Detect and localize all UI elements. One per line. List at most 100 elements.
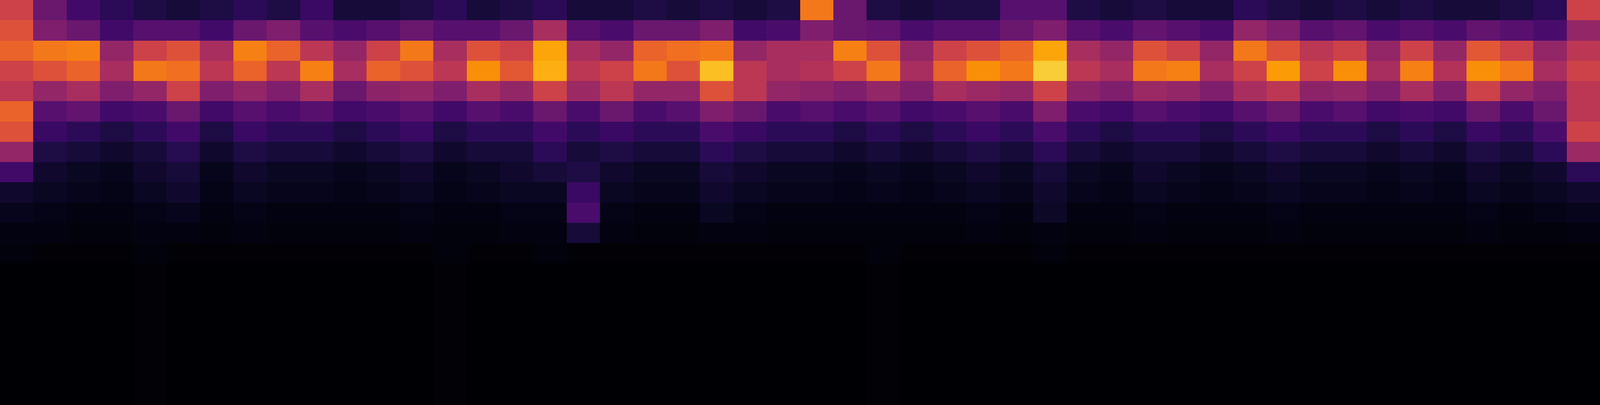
heatmap-cell (1233, 283, 1268, 305)
heatmap-cell (366, 222, 401, 244)
heatmap-cell (400, 80, 434, 102)
heatmap-cell (1566, 40, 1600, 62)
heatmap-cell (699, 0, 734, 21)
heatmap-cell (1233, 182, 1268, 203)
heatmap-cell (566, 263, 601, 284)
heatmap-cell (33, 222, 67, 244)
heatmap-cell (1400, 222, 1434, 244)
heatmap-cell (0, 344, 34, 365)
heatmap-cell (1133, 60, 1167, 82)
heatmap-cell (1333, 121, 1367, 143)
heatmap-cell (266, 80, 301, 102)
heatmap-cell (933, 60, 967, 82)
heatmap-cell (500, 161, 534, 183)
heatmap-cell (833, 161, 867, 183)
heatmap-cell (933, 263, 967, 284)
heatmap-cell (733, 40, 768, 62)
heatmap-cell (66, 202, 101, 224)
heatmap-cell (1333, 141, 1367, 163)
heatmap-cell (1366, 242, 1401, 264)
heatmap-cell (1000, 182, 1034, 203)
heatmap-cell (1466, 344, 1501, 365)
heatmap-cell (166, 344, 201, 365)
heatmap-cell (433, 20, 467, 41)
heatmap-cell (1566, 303, 1600, 325)
heatmap-cell (199, 303, 234, 325)
heatmap-cell (1533, 263, 1567, 284)
heatmap-cell (566, 364, 601, 386)
heatmap-cell (1166, 141, 1201, 163)
heatmap-cell (933, 121, 967, 143)
heatmap-cell (733, 80, 768, 102)
heatmap-cell (199, 222, 234, 244)
heatmap-cell (1466, 202, 1501, 224)
heatmap-cell (1199, 161, 1234, 183)
heatmap-cell (366, 101, 401, 122)
heatmap-cell (99, 161, 134, 183)
heatmap-cell (0, 141, 34, 163)
heatmap-cell (433, 222, 467, 244)
heatmap-cell (533, 384, 567, 405)
heatmap-cell (1466, 121, 1501, 143)
heatmap-cell (1233, 222, 1268, 244)
heatmap-cell (733, 263, 768, 284)
chart (0, 0, 1600, 405)
heatmap-cell (1366, 40, 1401, 62)
heatmap-cell (800, 80, 834, 102)
heatmap-cell (833, 121, 867, 143)
heatmap-cell (400, 384, 434, 405)
heatmap-cell (633, 283, 668, 305)
heatmap-cell (1366, 121, 1401, 143)
heatmap-cell (1566, 364, 1600, 386)
heatmap-cell (1400, 344, 1434, 365)
heatmap-cell (533, 263, 567, 284)
heatmap-cell (1133, 101, 1167, 122)
heatmap-cell (433, 202, 467, 224)
heatmap-cell (1233, 0, 1268, 21)
heatmap-cell (533, 242, 567, 264)
heatmap-cell (433, 80, 467, 102)
heatmap-cell (533, 283, 567, 305)
heatmap-cell (199, 202, 234, 224)
heatmap-cell (933, 20, 967, 41)
heatmap-cell (166, 121, 201, 143)
heatmap-cell (1233, 121, 1268, 143)
heatmap-cell (866, 60, 901, 82)
heatmap-cell (233, 80, 267, 102)
heatmap-cell (99, 303, 134, 325)
heatmap-cell (966, 20, 1001, 41)
heatmap-cell (166, 40, 201, 62)
heatmap-cell (866, 40, 901, 62)
heatmap-cell (1033, 60, 1067, 82)
heatmap-cell (699, 344, 734, 365)
heatmap-cell (900, 263, 934, 284)
heatmap-cell (1266, 121, 1301, 143)
heatmap-cell (1333, 101, 1367, 122)
heatmap-cell (333, 141, 367, 163)
heatmap-cell (233, 263, 267, 284)
heatmap-cell (1500, 202, 1534, 224)
heatmap-cell (1199, 303, 1234, 325)
heatmap-cell (99, 283, 134, 305)
heatmap-cell (1166, 80, 1201, 102)
heatmap-cell (1266, 323, 1301, 345)
heatmap-cell (466, 364, 501, 386)
heatmap-cell (466, 60, 501, 82)
heatmap-cell (833, 80, 867, 102)
heatmap-cell (400, 202, 434, 224)
heatmap-cell (1400, 40, 1434, 62)
heatmap-cell (900, 161, 934, 183)
heatmap-cell (1133, 80, 1167, 102)
heatmap-cell (966, 141, 1001, 163)
heatmap-cell (1199, 364, 1234, 386)
heatmap-cell (733, 141, 768, 163)
heatmap-cell (633, 141, 668, 163)
heatmap-cell (1133, 242, 1167, 264)
heatmap-cell (833, 101, 867, 122)
heatmap-cell (1266, 242, 1301, 264)
heatmap-cell (33, 80, 67, 102)
heatmap-cell (633, 344, 668, 365)
heatmap-cell (166, 303, 201, 325)
heatmap-cell (933, 80, 967, 102)
heatmap-cell (666, 141, 701, 163)
